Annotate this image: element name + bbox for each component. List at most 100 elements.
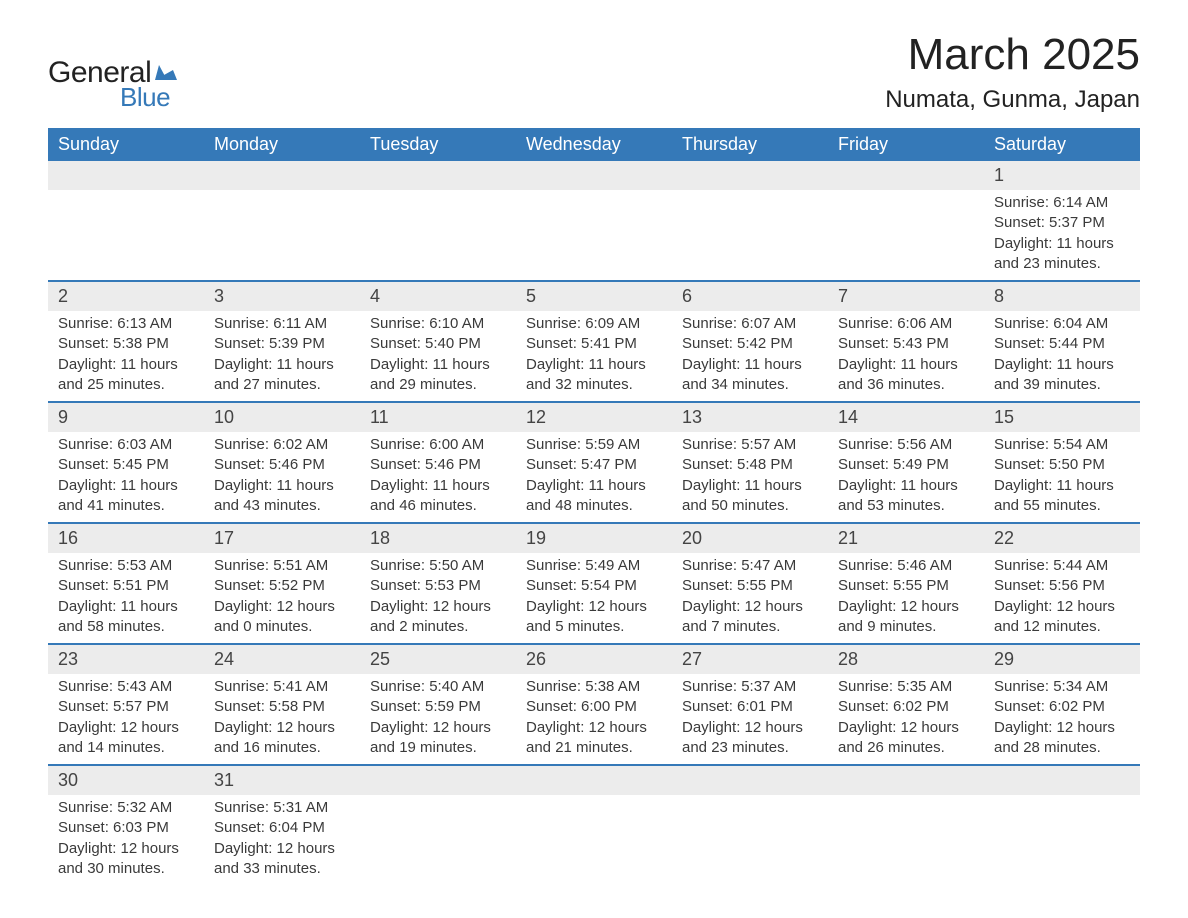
day-number	[360, 161, 516, 190]
day-day1: Daylight: 11 hours	[994, 234, 1130, 254]
day-sunset: Sunset: 5:46 PM	[370, 455, 506, 475]
day-sunset: Sunset: 5:41 PM	[526, 334, 662, 354]
day-day2: and 19 minutes.	[370, 738, 506, 758]
day-day2: and 50 minutes.	[682, 496, 818, 516]
day-number: 8	[984, 282, 1140, 311]
day-cell: Sunrise: 5:59 AMSunset: 5:47 PMDaylight:…	[516, 432, 672, 522]
day-day2: and 9 minutes.	[838, 617, 974, 637]
day-sunrise: Sunrise: 5:57 AM	[682, 435, 818, 455]
day-day1: Daylight: 11 hours	[370, 476, 506, 496]
week-row: 3031Sunrise: 5:32 AMSunset: 6:03 PMDayli…	[48, 764, 1140, 885]
day-cell	[516, 795, 672, 885]
day-cell: Sunrise: 5:47 AMSunset: 5:55 PMDaylight:…	[672, 553, 828, 643]
day-cell: Sunrise: 5:37 AMSunset: 6:01 PMDaylight:…	[672, 674, 828, 764]
day-number: 12	[516, 403, 672, 432]
day-sunrise: Sunrise: 6:11 AM	[214, 314, 350, 334]
day-sunrise: Sunrise: 5:56 AM	[838, 435, 974, 455]
day-day1: Daylight: 11 hours	[838, 476, 974, 496]
day-day1: Daylight: 11 hours	[214, 355, 350, 375]
day-cell: Sunrise: 6:11 AMSunset: 5:39 PMDaylight:…	[204, 311, 360, 401]
page-title: March 2025	[885, 30, 1140, 80]
day-number: 7	[828, 282, 984, 311]
day-day1: Daylight: 11 hours	[994, 355, 1130, 375]
day-day1: Daylight: 12 hours	[682, 597, 818, 617]
day-sunrise: Sunrise: 5:35 AM	[838, 677, 974, 697]
day-number: 17	[204, 524, 360, 553]
day-number: 13	[672, 403, 828, 432]
day-day2: and 36 minutes.	[838, 375, 974, 395]
day-day2: and 26 minutes.	[838, 738, 974, 758]
day-day2: and 34 minutes.	[682, 375, 818, 395]
day-number: 14	[828, 403, 984, 432]
day-day2: and 55 minutes.	[994, 496, 1130, 516]
day-day1: Daylight: 12 hours	[214, 839, 350, 859]
day-number: 3	[204, 282, 360, 311]
day-cell: Sunrise: 6:13 AMSunset: 5:38 PMDaylight:…	[48, 311, 204, 401]
day-cell: Sunrise: 6:00 AMSunset: 5:46 PMDaylight:…	[360, 432, 516, 522]
day-cell: Sunrise: 5:51 AMSunset: 5:52 PMDaylight:…	[204, 553, 360, 643]
day-cell: Sunrise: 6:14 AMSunset: 5:37 PMDaylight:…	[984, 190, 1140, 280]
day-sunset: Sunset: 5:53 PM	[370, 576, 506, 596]
day-day1: Daylight: 12 hours	[370, 718, 506, 738]
day-day2: and 27 minutes.	[214, 375, 350, 395]
daynum-band: 16171819202122	[48, 524, 1140, 553]
day-sunrise: Sunrise: 5:41 AM	[214, 677, 350, 697]
calendar: Sunday Monday Tuesday Wednesday Thursday…	[48, 128, 1140, 885]
day-sunrise: Sunrise: 6:07 AM	[682, 314, 818, 334]
day-sunset: Sunset: 6:02 PM	[838, 697, 974, 717]
day-cell	[672, 795, 828, 885]
dow-thursday: Thursday	[672, 128, 828, 161]
day-sunrise: Sunrise: 6:10 AM	[370, 314, 506, 334]
day-cell	[204, 190, 360, 280]
day-number: 11	[360, 403, 516, 432]
day-day1: Daylight: 11 hours	[58, 476, 194, 496]
day-sunrise: Sunrise: 5:46 AM	[838, 556, 974, 576]
day-cell	[672, 190, 828, 280]
day-sunset: Sunset: 5:48 PM	[682, 455, 818, 475]
day-number	[828, 161, 984, 190]
day-cell: Sunrise: 5:46 AMSunset: 5:55 PMDaylight:…	[828, 553, 984, 643]
day-sunrise: Sunrise: 5:44 AM	[994, 556, 1130, 576]
day-day2: and 28 minutes.	[994, 738, 1130, 758]
day-day1: Daylight: 11 hours	[682, 476, 818, 496]
day-sunset: Sunset: 5:51 PM	[58, 576, 194, 596]
day-sunset: Sunset: 5:58 PM	[214, 697, 350, 717]
day-number: 30	[48, 766, 204, 795]
day-sunset: Sunset: 5:40 PM	[370, 334, 506, 354]
day-day2: and 33 minutes.	[214, 859, 350, 879]
day-day1: Daylight: 12 hours	[838, 718, 974, 738]
week-row: 1Sunrise: 6:14 AMSunset: 5:37 PMDaylight…	[48, 161, 1140, 280]
day-number: 24	[204, 645, 360, 674]
day-day1: Daylight: 11 hours	[526, 476, 662, 496]
day-sunrise: Sunrise: 5:59 AM	[526, 435, 662, 455]
day-day1: Daylight: 12 hours	[370, 597, 506, 617]
day-sunrise: Sunrise: 6:09 AM	[526, 314, 662, 334]
day-cell	[48, 190, 204, 280]
day-number: 26	[516, 645, 672, 674]
day-of-week-header: Sunday Monday Tuesday Wednesday Thursday…	[48, 128, 1140, 161]
day-day1: Daylight: 11 hours	[838, 355, 974, 375]
day-day2: and 39 minutes.	[994, 375, 1130, 395]
day-day1: Daylight: 11 hours	[682, 355, 818, 375]
day-sunrise: Sunrise: 5:40 AM	[370, 677, 506, 697]
day-cell: Sunrise: 5:35 AMSunset: 6:02 PMDaylight:…	[828, 674, 984, 764]
day-sunrise: Sunrise: 5:32 AM	[58, 798, 194, 818]
day-day2: and 0 minutes.	[214, 617, 350, 637]
dow-monday: Monday	[204, 128, 360, 161]
day-sunset: Sunset: 5:56 PM	[994, 576, 1130, 596]
day-sunset: Sunset: 5:55 PM	[838, 576, 974, 596]
day-sunset: Sunset: 5:42 PM	[682, 334, 818, 354]
day-cell	[828, 795, 984, 885]
day-number: 2	[48, 282, 204, 311]
day-number: 10	[204, 403, 360, 432]
day-cell: Sunrise: 6:04 AMSunset: 5:44 PMDaylight:…	[984, 311, 1140, 401]
dow-wednesday: Wednesday	[516, 128, 672, 161]
day-cell: Sunrise: 5:49 AMSunset: 5:54 PMDaylight:…	[516, 553, 672, 643]
day-number	[360, 766, 516, 795]
day-number: 28	[828, 645, 984, 674]
day-cell	[360, 795, 516, 885]
brand-word-2: Blue	[120, 82, 170, 113]
day-sunset: Sunset: 5:55 PM	[682, 576, 818, 596]
day-day1: Daylight: 11 hours	[58, 355, 194, 375]
dow-tuesday: Tuesday	[360, 128, 516, 161]
